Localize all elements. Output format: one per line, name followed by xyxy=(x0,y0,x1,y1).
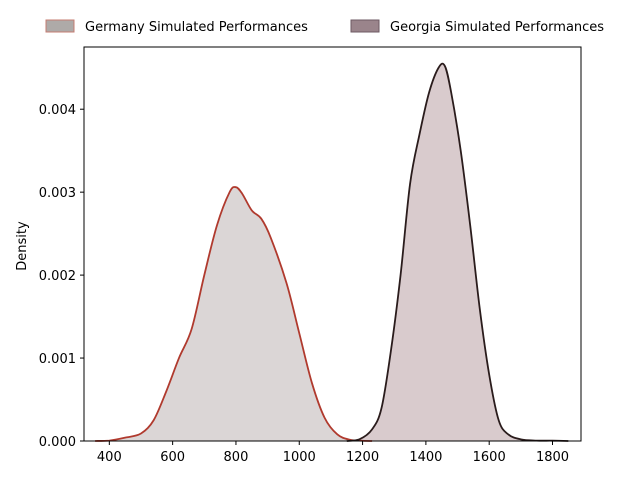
y-tick-label: 0.003 xyxy=(39,186,76,201)
legend-entry-georgia: Georgia Simulated Performances xyxy=(350,19,604,35)
y-tick-label: 0.004 xyxy=(39,103,76,118)
y-tick-label: 0.000 xyxy=(39,435,76,450)
plot-frame xyxy=(83,46,582,442)
density-line-georgia xyxy=(346,62,569,442)
legend-label-germany: Germany Simulated Performances xyxy=(85,20,308,35)
x-tick-label: 1600 xyxy=(473,450,506,465)
y-axis-label: Density xyxy=(15,221,30,271)
density-area-georgia xyxy=(346,63,569,442)
x-axis-ticks: 400 600 800 1000 1200 1400 1600 1800 xyxy=(97,441,569,465)
x-tick-label: 1200 xyxy=(346,450,379,465)
legend-swatch-georgia xyxy=(350,19,380,33)
x-tick-label: 1400 xyxy=(409,450,442,465)
plot-area: 400 600 800 1000 1200 1400 1600 1800 0.000 0.001… xyxy=(39,46,582,465)
legend-entry-germany: Germany Simulated Performances xyxy=(45,19,308,35)
x-tick-label: 1800 xyxy=(536,450,569,465)
legend-label-georgia: Georgia Simulated Performances xyxy=(390,20,604,35)
series-layer xyxy=(95,62,569,442)
legend-swatch-germany xyxy=(45,19,75,33)
x-tick-label: 400 xyxy=(97,450,122,465)
x-tick-label: 600 xyxy=(160,450,185,465)
x-tick-label: 800 xyxy=(224,450,249,465)
y-tick-label: 0.001 xyxy=(39,352,76,367)
y-tick-label: 0.002 xyxy=(39,269,76,284)
y-axis-ticks: 0.000 0.001 0.002 0.003 0.004 xyxy=(39,103,84,450)
density-area-germany xyxy=(95,186,373,441)
density-line-germany xyxy=(95,186,373,442)
x-tick-label: 1000 xyxy=(283,450,316,465)
legend: Germany Simulated Performances Georgia S… xyxy=(45,19,604,35)
